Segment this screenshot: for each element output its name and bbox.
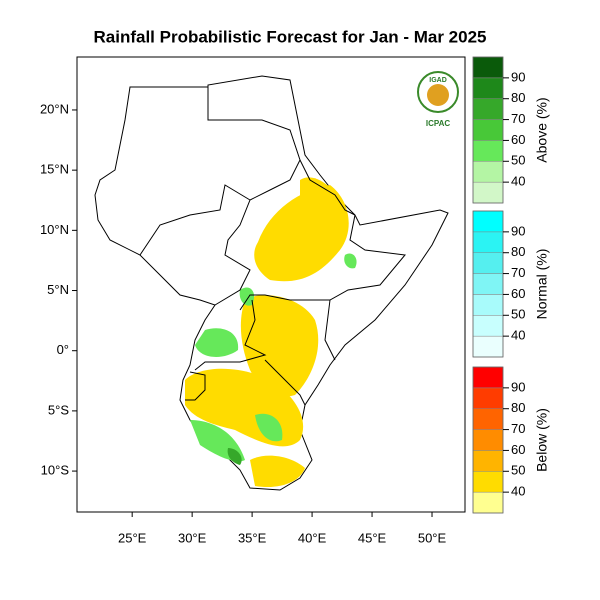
colorbar-tick-label: 50 [511,153,525,168]
colorbar-tick-label: 90 [511,69,525,84]
country-border [324,299,336,361]
colorbar-bin [472,429,504,451]
country-border [264,359,306,406]
colorbar-tick-label: 40 [511,174,525,189]
y-tick-label: 10°S [41,463,70,478]
x-tick-label: 35°E [238,530,267,545]
colorbar-frame [472,210,504,358]
colorbar-bin [472,450,504,472]
colorbar-tick-label: 50 [511,307,525,322]
colorbar-bin [472,408,504,430]
y-tick-label: 5°S [48,402,69,417]
colorbar-bin [472,491,504,514]
region [94,75,449,491]
colorbar-bin [472,471,504,493]
colorbar-tick-label: 90 [511,223,525,238]
colorbar-frame [472,56,504,204]
colorbar-bin [472,140,504,162]
colorbar-tick-label: 70 [511,265,525,280]
above-area [255,413,283,442]
colorbar-label: Below (%) [534,408,550,472]
colorbar-bin [472,231,504,253]
colorbar-tick-label: 90 [511,379,525,394]
colorbar-bin [472,210,504,233]
below-area [240,295,319,397]
logo-name: IGAD [429,77,447,84]
country-border [207,87,301,306]
country-border [239,214,406,311]
colorbar-tick-label: 40 [511,328,525,343]
colorbar-tick-label: 70 [511,421,525,436]
colorbar-tick-label: 60 [511,132,525,147]
colorbar-bin [472,273,504,295]
y-tick-label: 10°N [40,222,69,237]
colorbar-tick-label: 50 [511,463,525,478]
y-tick-label: 20°N [40,101,69,116]
colorbar-bin [472,387,504,409]
colorbar-tick-label: 80 [511,400,525,415]
above-area [227,448,242,465]
colorbar-label: Normal (%) [534,249,550,320]
colorbar-frame [472,366,504,514]
colorbar-bin [472,77,504,99]
colorbar-tick-label: 60 [511,442,525,457]
colorbar-bin [472,56,504,79]
logo-org: ICPAC [426,119,451,128]
country-border [299,159,356,216]
x-tick-label: 25°E [118,530,147,545]
y-tick-label: 5°N [47,282,69,297]
below-area [300,177,345,229]
colorbar-tick-label: 40 [511,484,525,499]
logo-emblem [427,84,449,106]
y-tick-label: 15°N [40,162,69,177]
x-tick-label: 30°E [178,530,207,545]
logo: IGAD ICPAC [417,71,459,128]
colorbar-bin [472,294,504,316]
colorbar-bin [472,181,504,204]
country-border [194,299,267,371]
colorbar-tick-label: 60 [511,286,525,301]
y-tick-label: 0° [57,342,69,357]
x-tick-label: 50°E [418,530,447,545]
colorbar-bin [472,119,504,141]
colorbar-tick-label: 70 [511,111,525,126]
colorbar-bin [472,335,504,358]
colorbar-bin [472,366,504,389]
x-tick-label: 45°E [358,530,387,545]
country-border [139,184,251,256]
x-tick-label: 40°E [298,530,327,545]
colorbar-bin [472,161,504,183]
colorbar-bin [472,252,504,274]
colorbar-label: Above (%) [534,97,550,162]
map-title: Rainfall Probabilistic Forecast for Jan … [93,27,486,46]
country-border [185,371,206,401]
above-area [344,253,357,269]
above-area [239,287,255,306]
colorbar-bin [472,98,504,120]
colorbar-bin [472,315,504,337]
colorbar-tick-label: 80 [511,90,525,105]
below-area [250,455,305,488]
colorbar-tick-label: 80 [511,244,525,259]
above-area [195,328,239,357]
